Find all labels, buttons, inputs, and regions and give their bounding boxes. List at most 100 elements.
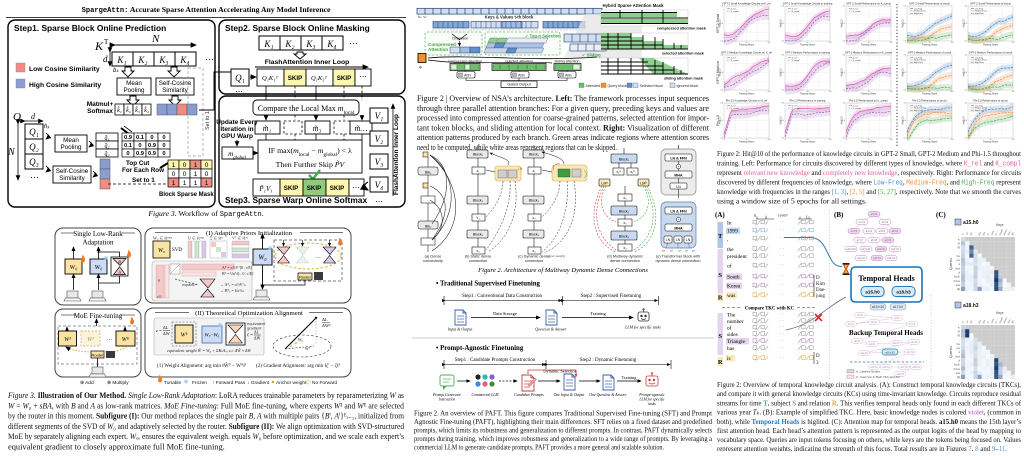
svg-text:Blk₁: Blk₁ [425, 171, 432, 175]
svg-text:GPU Warp: GPU Warp [221, 133, 253, 140]
svg-text:equivalent gradient to closely: equivalent gradient to closely approxima… [8, 443, 225, 452]
svg-text:W₀: W₀ [95, 264, 103, 271]
svg-text:connection: connection [469, 259, 487, 263]
svg-text:South: South [954, 276, 961, 279]
svg-text:Training Steps: Training Steps [800, 93, 816, 96]
svg-text:of: of [994, 321, 998, 324]
svg-text:a15.h0: a15.h0 [865, 290, 880, 295]
svg-text:Q₂: Q₂ [29, 142, 39, 152]
svg-text:si: si [958, 263, 960, 266]
svg-text:Kim: Kim [816, 282, 825, 287]
svg-text:Block₂: Block₂ [473, 199, 484, 203]
svg-text:was: was [727, 293, 735, 299]
svg-text:99: 99 [970, 320, 974, 324]
svg-text:Temporal Heads: Temporal Heads [858, 274, 914, 283]
svg-text:K_rel: K_rel [792, 57, 797, 59]
svg-text:0: 0 [126, 151, 129, 157]
svg-text:dent: dent [990, 230, 995, 236]
svg-text:Block₃: Block₃ [529, 233, 540, 237]
svg-text:a15.h3: a15.h3 [873, 256, 881, 260]
svg-text:Y₂: Y₂ [476, 216, 480, 220]
svg-text:Training Steps: Training Steps [739, 44, 755, 47]
svg-text:a12.h9: a12.h9 [860, 352, 868, 355]
svg-text:0.1: 0.1 [124, 143, 133, 149]
svg-text:Frozen: Frozen [192, 380, 207, 386]
svg-text:Q₁K₁ᵀ: Q₁K₁ᵀ [262, 75, 279, 82]
svg-text:pre: pre [982, 319, 986, 324]
svg-text:Training Steps: Training Steps [983, 141, 999, 144]
svg-text:Medium-Freq: Medium-Freq [975, 60, 987, 62]
svg-text:a0.h0: a0.h0 [871, 212, 878, 216]
svg-text:a8.h8: a8.h8 [871, 238, 878, 242]
svg-text:Hit@10: Hit@10 [963, 19, 966, 28]
svg-text:K_rel: K_rel [731, 105, 736, 107]
svg-text:pre: pre [957, 347, 961, 350]
svg-text:D: D [816, 276, 820, 281]
svg-text:0: 0 [150, 135, 153, 141]
svg-text:,: , [974, 234, 977, 236]
svg-text:SpargeAttn: Accurate Sparse At: SpargeAttn: Accurate Sparse Attention Ac… [82, 5, 331, 15]
svg-text:Pooling: Pooling [123, 87, 145, 94]
svg-text:GPT-2 Small Performance on K_c: GPT-2 Small Performance on K_compl [846, 2, 891, 6]
svg-text:0.0: 0.0 [965, 90, 968, 92]
svg-text:100: 100 [829, 139, 832, 141]
svg-text:→ B⁰ₛ = Uσ½ₙ: → B⁰ₛ = Uσ½ₙ [220, 289, 244, 293]
svg-text:99: 99 [957, 335, 960, 338]
svg-text:Hybrid Sparse Attention Mask: Hybrid Sparse Attention Mask [603, 3, 665, 8]
svg-text:Hit@10: Hit@10 [902, 116, 905, 125]
svg-text:connectivity: connectivity [423, 259, 443, 263]
svg-text:T: T [718, 233, 723, 240]
svg-text:Low-Freq: Low-Freq [914, 57, 922, 59]
svg-text:C: Common in Both TKC and KC: C: Common in Both TKC and KC [856, 375, 901, 379]
svg-text:m̃₁: m̃₁ [263, 124, 272, 133]
svg-text:was: was [956, 284, 961, 287]
svg-text:LN: LN [666, 238, 671, 242]
svg-text:a5.h2: a5.h2 [848, 323, 855, 326]
svg-text:N: N [7, 147, 16, 158]
svg-text:GPT-2 Medium Performance in tr: GPT-2 Medium Performance in training [785, 51, 831, 55]
svg-text:V₃: V₃ [375, 157, 384, 167]
svg-text:selected attention: selected attention [505, 60, 533, 64]
svg-text:0.4: 0.4 [721, 72, 724, 74]
svg-text:K_rel: K_rel [792, 105, 797, 107]
svg-text:a1.h1: a1.h1 [859, 220, 866, 224]
svg-text:(I) Adaptive Priors Initializa: (I) Adaptive Priors Initialization [206, 230, 293, 237]
svg-text:R: R [718, 295, 723, 302]
svg-text:(A): (A) [715, 211, 725, 219]
svg-text:a9.h9: a9.h9 [885, 238, 892, 242]
svg-text:0.0: 0.0 [721, 138, 724, 140]
svg-text:Block₁: Block₁ [619, 158, 630, 162]
svg-text:High-Freq: High-Freq [975, 13, 984, 15]
svg-text:d: d [103, 54, 108, 64]
svg-text:50: 50 [990, 42, 992, 44]
svg-text:0.4: 0.4 [721, 120, 724, 122]
svg-text:0.9: 0.9 [124, 135, 133, 141]
svg-text:50: 50 [807, 139, 809, 141]
svg-text:Iteration in: Iteration in [220, 126, 253, 133]
svg-text:0: 0 [724, 42, 725, 44]
svg-text:K_compl: K_compl [731, 60, 739, 62]
svg-text:Korea: Korea [1003, 316, 1009, 324]
svg-text:⋯: ⋯ [30, 172, 39, 182]
svg-text:0.8: 0.8 [843, 6, 846, 8]
svg-text:Input & Output: Input & Output [447, 327, 474, 332]
svg-text:Hit@10: Hit@10 [841, 116, 844, 125]
svg-text:0: 0 [907, 91, 908, 93]
svg-text:100: 100 [890, 139, 893, 141]
svg-text:Low-Freq: Low-Freq [914, 8, 922, 10]
svg-text:50: 50 [868, 42, 870, 44]
svg-text:Block₂: Block₂ [619, 210, 630, 214]
svg-text:x₃: x₃ [476, 249, 480, 253]
svg-text:Figure 3. Workflow of SpargeAt: Figure 3. Workflow of SpargeAttn. [147, 209, 263, 219]
svg-text:↑ Forward Pass: ↑ Forward Pass [212, 380, 246, 386]
svg-text:K₃: K₃ [158, 55, 168, 65]
svg-text:the: the [978, 231, 982, 236]
svg-text:tasks: tasks [648, 402, 656, 406]
svg-text:SKIP: SKIP [330, 185, 344, 192]
svg-text:⋯: ⋯ [235, 87, 243, 96]
svg-text:100: 100 [1012, 42, 1015, 44]
svg-text:[E]: [E] [1011, 320, 1015, 324]
svg-text:Hit@10: Hit@10 [719, 116, 722, 125]
svg-text:0.4: 0.4 [965, 72, 968, 74]
svg-text:0: 0 [724, 139, 725, 141]
